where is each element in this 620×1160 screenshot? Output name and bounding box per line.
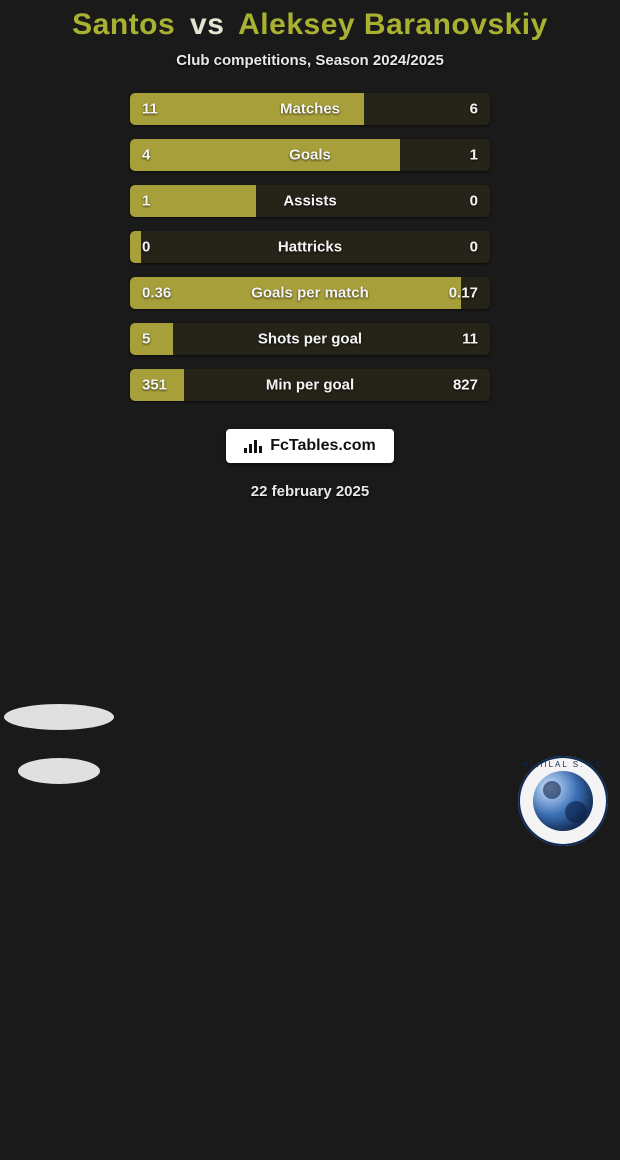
left-badge-top (4, 704, 114, 730)
stat-value-right: 0 (470, 239, 478, 256)
vs-text: vs (190, 8, 224, 41)
stat-row: Hattricks0 0 (130, 231, 490, 263)
stat-fill-left (130, 185, 256, 217)
stat-fill-left (130, 231, 141, 263)
date-text: 22 february 2025 (251, 483, 369, 500)
subtitle: Club competitions, Season 2024/2025 (176, 52, 444, 69)
stat-value-right: 827 (453, 377, 478, 394)
stat-row: Assists10 (130, 185, 490, 217)
player1-name: Santos (72, 8, 175, 41)
ball-icon (533, 771, 593, 831)
stat-fill-left (130, 369, 184, 401)
stat-bars: Matches116Goals41Assists10Hattricks00Goa… (130, 93, 490, 401)
brand-badge: FcTables.com (226, 429, 394, 463)
stat-label: Hattricks (130, 239, 490, 256)
stat-fill-left (130, 93, 364, 125)
stat-fill-left (130, 277, 461, 309)
brand-bars-icon (244, 439, 262, 453)
stat-value-right: 11 (462, 331, 478, 348)
brand-text: FcTables.com (270, 437, 376, 455)
stat-label: Min per goal (130, 377, 490, 394)
stat-row: Min per goal351827 (130, 369, 490, 401)
stat-row: Matches116 (130, 93, 490, 125)
right-club-logo-text: ALHILAL S. FC (523, 760, 603, 769)
player2-name: Aleksey Baranovskiy (238, 8, 548, 41)
left-badge-bottom (18, 758, 100, 784)
stat-fill-left (130, 139, 400, 171)
right-club-logo: ALHILAL S. FC (518, 756, 608, 846)
stat-value-right: 6 (470, 101, 478, 118)
page-title: Santos vs Aleksey Baranovskiy (72, 8, 548, 42)
stat-label: Shots per goal (130, 331, 490, 348)
stat-value-left: 0 (142, 239, 150, 256)
stat-row: Goals per match0.360.17 (130, 277, 490, 309)
stat-value-right: 0 (470, 193, 478, 210)
stat-row: Shots per goal511 (130, 323, 490, 355)
stat-value-right: 1 (470, 147, 478, 164)
stat-fill-left (130, 323, 173, 355)
stat-row: Goals41 (130, 139, 490, 171)
